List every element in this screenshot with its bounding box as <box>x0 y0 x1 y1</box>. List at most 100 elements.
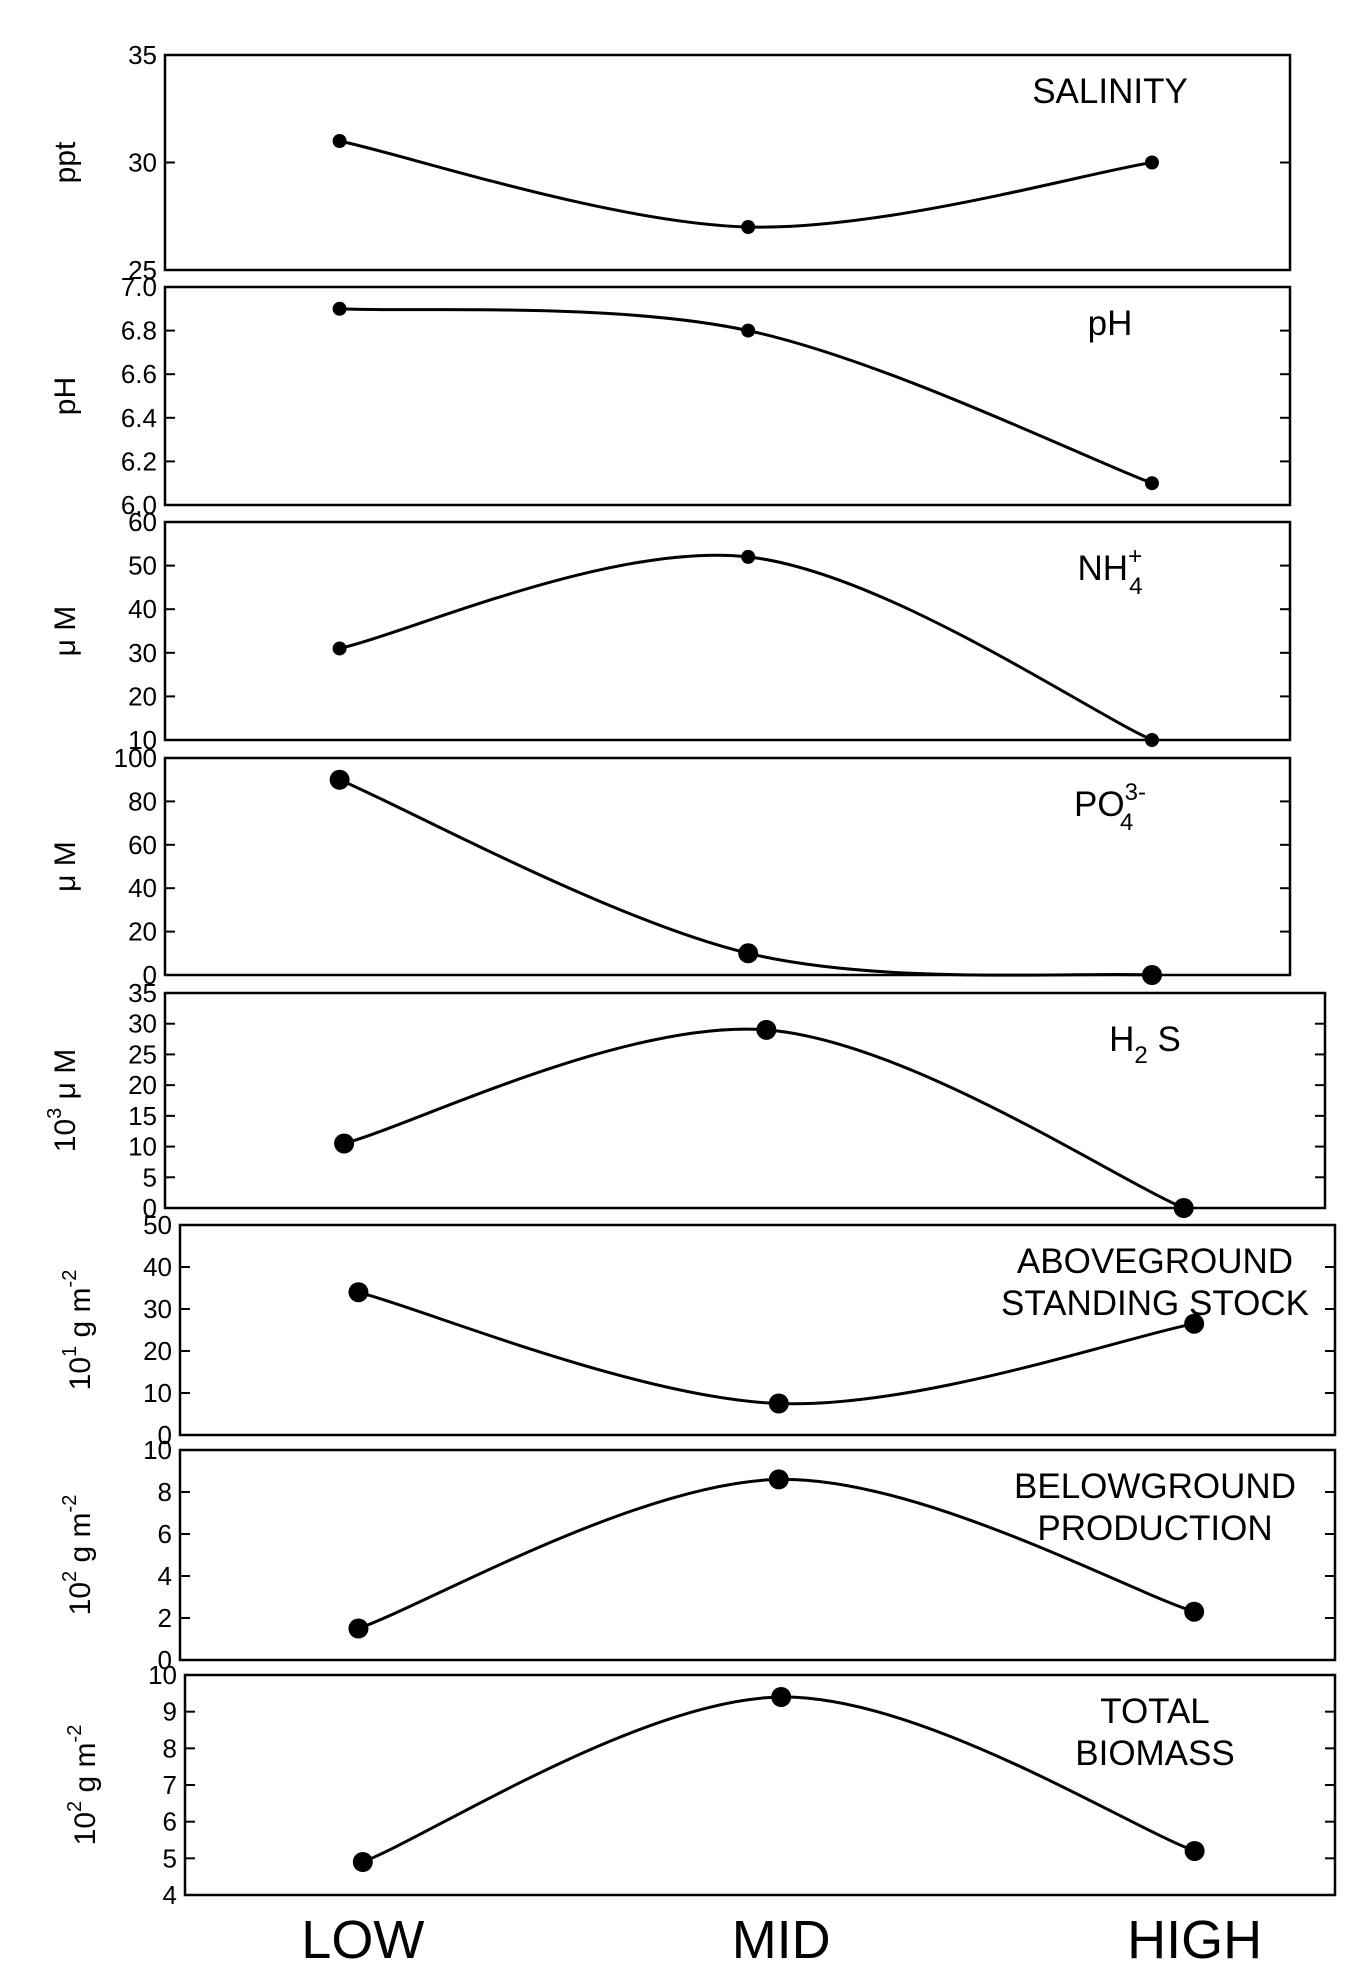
y-label-exponent: 2 <box>64 1801 86 1812</box>
data-point-high <box>1144 733 1159 747</box>
y-tick-label: 40 <box>128 873 157 903</box>
y-tick-label: 4 <box>158 1561 172 1591</box>
y-tick-label: 5 <box>163 1843 177 1873</box>
data-point-mid <box>768 1393 789 1414</box>
panel-salinity: 25 30 35 ppt SALINITY <box>49 40 1292 285</box>
series-line <box>339 553 1153 742</box>
y-tick-label: 60 <box>128 507 157 537</box>
y-tick-label: 80 <box>128 786 157 816</box>
y-tick-label: 0 <box>143 960 157 990</box>
data-point-mid <box>768 1469 789 1490</box>
title-superscript: 3- <box>1125 779 1146 806</box>
panel-title-line: STANDING STOCK <box>1001 1284 1309 1323</box>
y-tick-label: 10 <box>128 725 157 755</box>
y-tick-label: 35 <box>128 978 157 1008</box>
y-tick-label: 0 <box>143 1193 157 1223</box>
y-label-unit-exponent: -2 <box>59 1270 81 1288</box>
y-tick-label: 30 <box>128 1009 157 1039</box>
y-tick-label: 6.6 <box>121 359 157 389</box>
y-tick-label: 10 <box>143 1435 172 1465</box>
y-label-unit-exponent: -2 <box>64 1725 86 1743</box>
x-category-label: HIGH <box>1127 1910 1262 1970</box>
y-tick-label: 15 <box>128 1101 157 1131</box>
y-tick-label: 6.0 <box>121 490 157 520</box>
y-tick-label: 2 <box>158 1603 172 1633</box>
panel-title-line: BELOWGROUND <box>1014 1467 1296 1506</box>
y-tick-label: 6 <box>163 1807 177 1837</box>
panel-ammonium: 10 20 30 40 50 60 μ M NH+ 4 <box>49 507 1292 755</box>
data-point-low <box>332 134 347 148</box>
y-tick-label: 30 <box>128 638 157 668</box>
y-tick-label: 30 <box>143 1294 172 1324</box>
data-point-high <box>1173 1198 1194 1218</box>
panel-title-line: BIOMASS <box>1075 1734 1234 1773</box>
y-axis-label: 101 g m-2 <box>59 1270 97 1391</box>
y-tick-label: 6.2 <box>121 446 157 476</box>
y-tick-label: 8 <box>158 1477 172 1507</box>
title-suffix: S <box>1148 1020 1181 1059</box>
panel-ph: 6.0 6.2 6.4 6.6 6.8 7.0 pH pH <box>49 272 1292 520</box>
y-tick-label: 6.8 <box>121 316 157 346</box>
y-tick-label: 60 <box>128 830 157 860</box>
panel-frame <box>163 756 1292 977</box>
y-tick-label: 100 <box>114 743 157 773</box>
y-axis-label: pH <box>49 377 82 415</box>
y-tick-label: 20 <box>128 681 157 711</box>
x-category-label: LOW <box>301 1910 424 1970</box>
panel-title-line: SALINITY <box>1032 72 1188 111</box>
data-point-low <box>352 1852 373 1872</box>
y-tick-label: 7 <box>163 1770 177 1800</box>
title-superscript: + <box>1128 543 1142 570</box>
y-label-unit: g m <box>64 1512 97 1570</box>
y-tick-label: 35 <box>128 40 157 70</box>
y-tick-label: 10 <box>143 1378 172 1408</box>
data-point-mid <box>756 1019 777 1040</box>
y-label-unit: g m <box>69 1742 102 1800</box>
y-tick-label: 8 <box>163 1733 177 1763</box>
y-axis-label: μ M <box>49 606 82 657</box>
data-point-low <box>334 1133 355 1154</box>
y-label-exponent: 2 <box>59 1571 81 1582</box>
y-tick-label: 7.0 <box>121 272 157 302</box>
title-base: NH <box>1078 549 1129 588</box>
panel-title-line: pH <box>1088 304 1133 343</box>
data-point-high <box>1184 1601 1205 1622</box>
panel-phosphate: 0 20 40 60 80 100 μ M PO3- 4 <box>49 743 1292 990</box>
panel-title: NH+ 4 <box>1078 543 1143 600</box>
y-label-base: 10 <box>69 1812 102 1845</box>
chart-panels: 253035pptSALINITY6.06.26.46.66.87.0pHpH1… <box>44 40 1337 1910</box>
data-point-low <box>332 301 347 316</box>
y-tick-label: 20 <box>143 1336 172 1366</box>
y-axis-label: ppt <box>49 141 82 183</box>
y-tick-label: 10 <box>148 1660 177 1690</box>
series-line <box>343 1027 1185 1210</box>
y-label-unit: g m <box>64 1287 97 1345</box>
panel-frame <box>163 285 1292 507</box>
panel-title: PO3- 4 <box>1074 779 1146 836</box>
data-point-low <box>348 1618 369 1639</box>
data-point-low <box>348 1282 369 1303</box>
y-tick-label: 25 <box>128 255 157 285</box>
y-label-base: 10 <box>49 1119 82 1152</box>
y-tick-label: 6.4 <box>121 403 157 433</box>
y-label-base: 10 <box>64 1357 97 1390</box>
x-category-label: MID <box>732 1910 831 1970</box>
panel-title-line: TOTAL <box>1100 1692 1210 1731</box>
panel-title-line: PRODUCTION <box>1037 1509 1272 1548</box>
y-label-unit-exponent: -2 <box>59 1495 81 1513</box>
data-point-high <box>1144 476 1159 491</box>
data-point-high <box>1141 965 1162 985</box>
y-tick-label: 40 <box>128 594 157 624</box>
data-point-mid <box>738 943 759 964</box>
data-point-high <box>1184 1841 1205 1861</box>
panel-frame <box>178 1223 1337 1437</box>
y-tick-label: 40 <box>143 1252 172 1282</box>
y-tick-label: 30 <box>128 148 157 178</box>
y-tick-label: 10 <box>128 1132 157 1162</box>
y-axis-label: 103 μ M <box>44 1049 82 1152</box>
y-tick-label: 0 <box>158 1420 172 1450</box>
y-tick-label: 9 <box>163 1697 177 1727</box>
